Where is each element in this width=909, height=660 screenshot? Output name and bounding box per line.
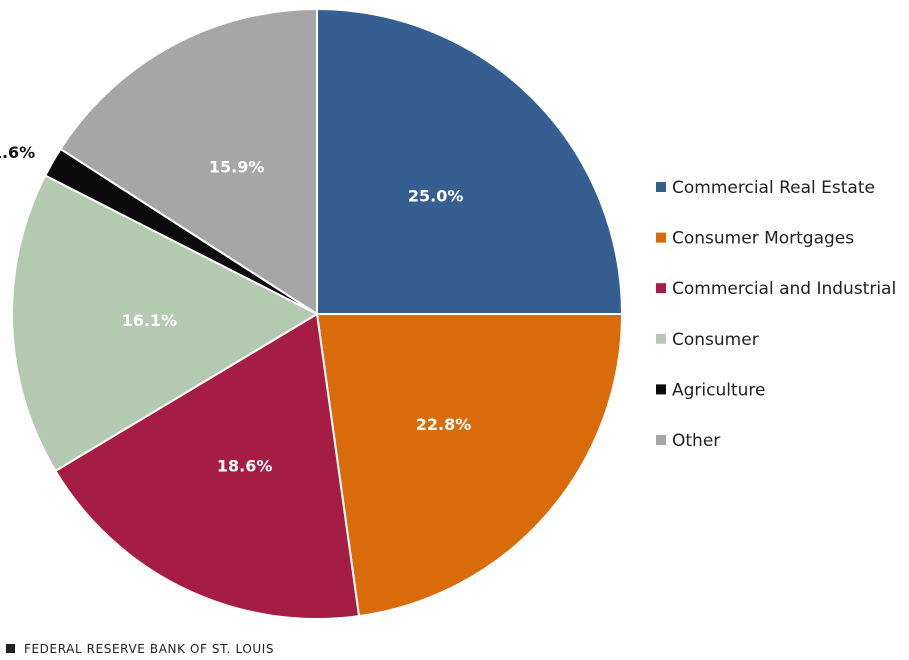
legend-swatch-other (656, 435, 666, 445)
legend-swatch-commercial-real-estate (656, 182, 666, 192)
legend-label-commercial-real-estate: Commercial Real Estate (672, 178, 875, 198)
chart-legend: Commercial Real Estate Consumer Mortgages… (656, 178, 896, 451)
legend-swatch-consumer (656, 333, 666, 344)
legend-swatch-commercial-and-industrial (656, 283, 666, 294)
legend-swatch-agriculture (656, 384, 666, 395)
pie-slice-commercial-and-industrial (54, 312, 361, 620)
pie-slices (11, 7, 624, 620)
source-marker (6, 644, 15, 653)
pie-slice-other (59, 7, 318, 316)
legend-label-commercial-and-industrial: Commercial and Industrial (672, 279, 896, 299)
slice-label-consumer: 16.1% (122, 311, 178, 330)
pie-slice-consumer-mortgages (315, 313, 624, 618)
legend-label-consumer-mortgages: Consumer Mortgages (672, 229, 854, 249)
legend-label-agriculture: Agriculture (672, 380, 766, 400)
source-footer: FEDERAL RESERVE BANK OF ST. LOUIS (6, 642, 274, 656)
slice-label-commercial-real-estate: 25.0% (408, 186, 464, 205)
source-text: FEDERAL RESERVE BANK OF ST. LOUIS (24, 642, 274, 656)
pie-slice-consumer (11, 174, 320, 473)
legend-label-consumer: Consumer (672, 330, 759, 350)
slice-label-commercial-and-industrial: 18.6% (217, 456, 273, 475)
pie-slice-commercial-real-estate (316, 7, 624, 315)
slice-label-other: 15.9% (209, 158, 265, 177)
slice-label-consumer-mortgages: 22.8% (416, 415, 472, 434)
pie-slice-labels: 25.0% 22.8% 18.6% 16.1% 1.6% 15.9% (0, 143, 471, 475)
legend-swatch-consumer-mortgages (656, 232, 666, 243)
legend-label-other: Other (672, 431, 720, 451)
slice-label-agriculture: 1.6% (0, 143, 35, 162)
